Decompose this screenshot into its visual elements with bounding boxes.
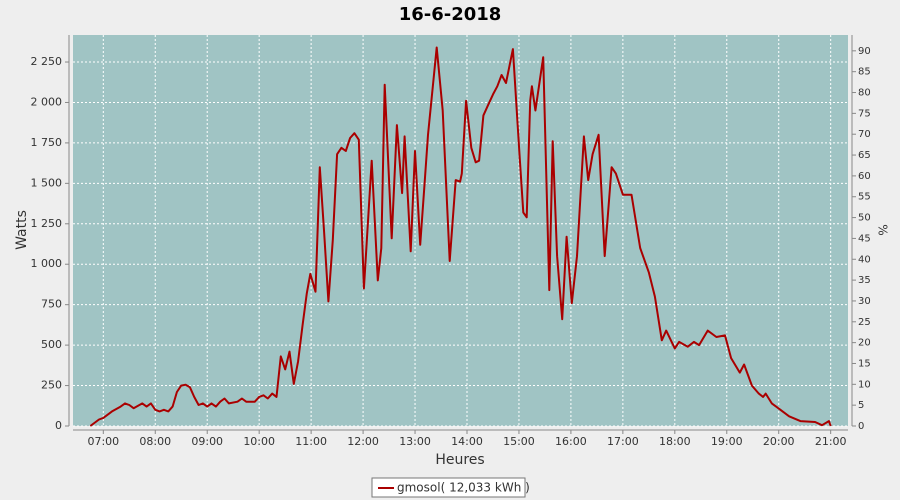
y-tick-label: 2 000 [31,95,63,108]
y-tick-label: 250 [41,379,62,392]
x-axis-label: Heures [435,452,484,468]
y2-tick-label: 35 [858,275,871,286]
y2-tick-label: 10 [858,379,871,390]
y2-tick-label: 30 [858,296,871,307]
x-tick-label: 18:00 [659,435,691,448]
y2-tick-label: 25 [858,317,871,328]
y2-tick-label: 15 [858,358,871,369]
x-tick-label: 08:00 [139,435,171,448]
y2-tick-label: 20 [858,338,871,349]
y2-tick-label: 5 [858,400,864,411]
y2-tick-label: 0 [858,421,864,432]
y-tick-label: 750 [41,298,62,311]
x-tick-label: 19:00 [711,435,743,448]
x-tick-label: 11:00 [295,435,327,448]
y-tick-label: 1 750 [31,136,63,149]
x-tick-label: 17:00 [607,435,639,448]
y2-tick-label: 75 [858,108,871,119]
y2-tick-label: 45 [858,233,871,244]
data-line [89,46,832,427]
x-tick-label: 10:00 [243,435,275,448]
y-tick-label: 500 [41,338,62,351]
x-tick-label: 12:00 [347,435,379,448]
y2-tick-label: 60 [858,171,871,182]
y-tick-label: 1 250 [31,217,63,230]
x-tick-label: 15:00 [503,435,535,448]
y2-tick-label: 85 [858,67,871,78]
y-tick-label: 2 250 [31,55,63,68]
x-tick-label: 07:00 [87,435,119,448]
y2-tick-label: 65 [858,150,871,161]
y-tick-label: 1 500 [31,176,63,189]
x-tick-label: 16:00 [555,435,587,448]
x-tick-label: 09:00 [191,435,223,448]
legend [371,477,526,498]
y2-tick-label: 80 [858,88,871,99]
y2-tick-label: 50 [858,213,871,224]
plot-area [73,35,848,426]
x-tick-label: 20:00 [763,435,795,448]
y2-tick-label: 70 [858,129,871,140]
y-axis-label: Watts [14,210,30,250]
legend-label: gmosol( 12,033 kWh ) [397,481,530,495]
x-tick-label: 14:00 [451,435,483,448]
y2-tick-label: 55 [858,192,871,203]
x-tick-label: 21:00 [815,435,847,448]
y-tick-label: 1 000 [31,257,63,270]
y2-tick-label: 40 [858,254,871,265]
x-tick-label: 13:00 [399,435,431,448]
chart-title: 16-6-2018 [399,4,502,25]
y2-tick-label: 90 [858,46,871,57]
y-tick-label: 0 [55,419,62,432]
y2-axis-label: % [876,224,890,235]
